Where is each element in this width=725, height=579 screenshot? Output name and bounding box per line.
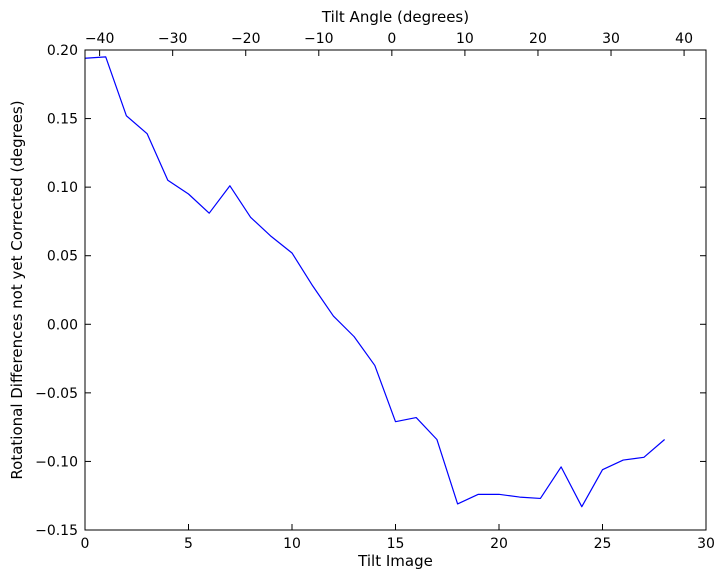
y-tick-label: 0.20 — [47, 43, 78, 59]
plot-area: 0 5 10 15 20 25 30 −40 −30 −20 −10 0 10 20 30 40 0.20 0.1… — [35, 31, 715, 552]
top-x-axis-label: Tilt Angle (degrees) — [321, 8, 469, 26]
x-tick-label: 0 — [81, 536, 90, 552]
top-x-tick-label: 0 — [387, 31, 396, 47]
series-line — [84, 56, 665, 508]
y-tick-label: 0.00 — [47, 317, 78, 333]
y-tick-label: −0.10 — [35, 454, 78, 470]
y-tick-label: 0.05 — [47, 249, 78, 265]
top-x-tick-label: −10 — [304, 31, 334, 47]
y-tick-label: −0.05 — [35, 386, 78, 402]
top-x-tick-label: 30 — [602, 31, 620, 47]
x-tick-label: 30 — [697, 536, 715, 552]
y-tick-label: 0.15 — [47, 112, 78, 128]
x-tick-label: 5 — [184, 536, 193, 552]
y-tick-label: 0.10 — [47, 180, 78, 196]
top-x-tick-label: 20 — [529, 31, 547, 47]
y-axis-label: Rotational Differences not yet Corrected… — [8, 100, 26, 479]
x-tick-label: 20 — [490, 536, 508, 552]
x-tick-label: 15 — [387, 536, 405, 552]
top-x-tick-label: −40 — [85, 31, 115, 47]
x-tick-label: 10 — [283, 536, 301, 552]
top-x-tick-label: 10 — [456, 31, 474, 47]
x-tick-label: 25 — [594, 536, 612, 552]
plot-frame — [84, 49, 707, 531]
top-x-tick-label: 40 — [675, 31, 693, 47]
top-x-tick-label: −20 — [231, 31, 261, 47]
x-axis-label: Tilt Image — [357, 552, 433, 570]
top-x-tick-label: −30 — [158, 31, 188, 47]
y-tick-label: −0.15 — [35, 523, 78, 539]
